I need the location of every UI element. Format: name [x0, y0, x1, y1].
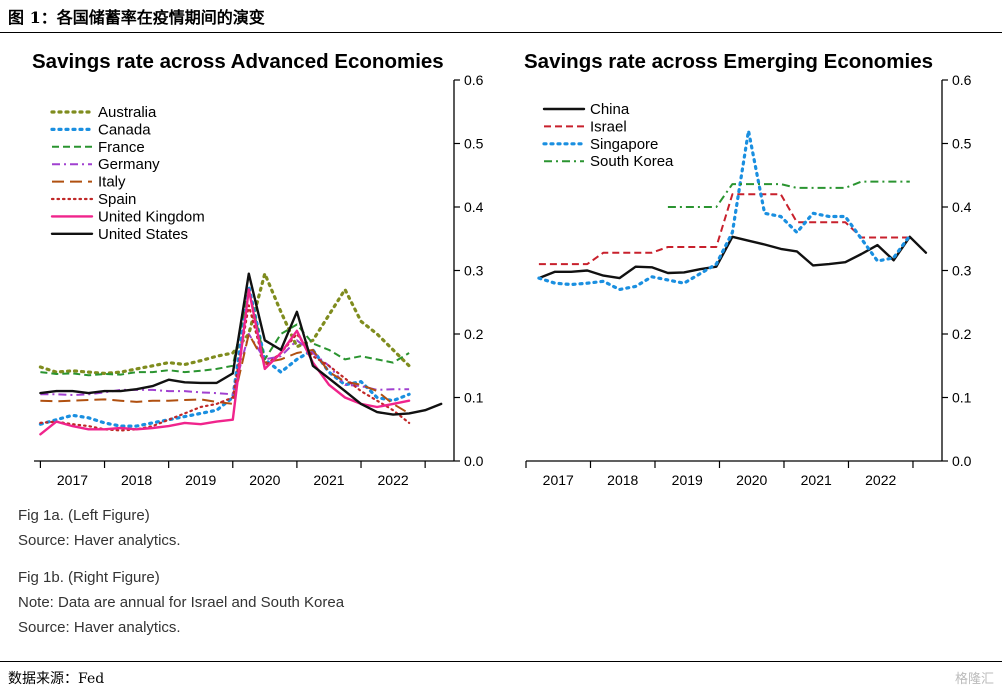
y-tick-label: 0.1 [464, 390, 484, 406]
figure-title: 图 1：各国储蓄率在疫情期间的演变 [8, 8, 265, 27]
x-tick-label: 2018 [607, 472, 638, 488]
series-line-china [537, 235, 928, 280]
note-right-note: Note: Data are annual for Israel and Sou… [18, 594, 345, 611]
series-line-south-korea [667, 180, 910, 208]
series-line-australia [38, 272, 411, 375]
chart-panel-1: Savings rate across Advanced Economies 0.… [32, 50, 484, 488]
series-line-united-states [39, 272, 443, 416]
y-tick-label: 0.5 [464, 136, 484, 152]
y-tick-label: 0.2 [952, 326, 972, 342]
series-line-spain [39, 304, 411, 432]
y-tick-label: 0.4 [464, 199, 484, 215]
note-left-source: Source: Haver analytics. [18, 532, 181, 549]
x-tick-label: 2018 [121, 472, 152, 488]
legend-label: Italy [98, 174, 126, 191]
chart-title: Savings rate across Emerging Economies [524, 50, 933, 73]
x-tick-label: 2021 [313, 472, 344, 488]
source-footer: 数据来源：Fed [8, 671, 105, 687]
series-line-israel [538, 193, 910, 266]
note-right-caption: Fig 1b. (Right Figure) [18, 569, 160, 586]
legend-label: United States [98, 226, 188, 243]
legend-label: China [590, 101, 630, 118]
chart-panel-2: Savings rate across Emerging Economies 0.… [524, 50, 972, 488]
legend-label: France [98, 139, 145, 156]
y-tick-label: 0.2 [464, 326, 484, 342]
legend-label: Singapore [590, 136, 658, 153]
y-tick-label: 0.1 [952, 390, 972, 406]
top-divider [0, 32, 1002, 33]
legend-label: Israel [590, 118, 627, 135]
y-tick-label: 0.3 [952, 263, 972, 279]
legend-label: South Korea [590, 153, 674, 170]
legend-label: Spain [98, 191, 136, 208]
x-tick-label: 2019 [672, 472, 703, 488]
x-tick-label: 2017 [543, 472, 574, 488]
legend-label: Germany [98, 156, 160, 173]
notes-block: Fig 1a. (Left Figure) Source: Haver anal… [18, 503, 344, 640]
y-tick-label: 0.4 [952, 199, 972, 215]
series-line-canada [38, 284, 411, 428]
y-tick-label: 0.0 [464, 453, 484, 469]
x-tick-label: 2021 [801, 472, 832, 488]
series-line-france [40, 288, 410, 377]
y-tick-label: 0.6 [464, 72, 484, 88]
y-tick-label: 0.5 [952, 136, 972, 152]
charts-container: Savings rate across Advanced Economies 0.… [32, 50, 972, 488]
series-line-germany [40, 333, 410, 396]
x-tick-label: 2017 [57, 472, 88, 488]
x-tick-label: 2020 [249, 472, 280, 488]
note-right-source: Source: Haver analytics. [18, 619, 181, 636]
watermark-logo: 格隆汇 [954, 672, 994, 687]
y-tick-label: 0.3 [464, 263, 484, 279]
x-tick-label: 2020 [736, 472, 767, 488]
note-left-caption: Fig 1a. (Left Figure) [18, 507, 150, 524]
series-line-united-kingdom [39, 288, 411, 436]
legend-label: United Kingdom [98, 208, 205, 225]
legend-label: Australia [98, 104, 157, 121]
y-tick-label: 0.6 [952, 72, 972, 88]
chart-title: Savings rate across Advanced Economies [32, 50, 444, 73]
x-tick-label: 2022 [865, 472, 896, 488]
series-line-italy [40, 333, 410, 415]
x-tick-label: 2019 [185, 472, 216, 488]
series-line-singapore [537, 129, 912, 292]
legend-label: Canada [98, 121, 151, 138]
bottom-divider [0, 661, 1002, 662]
x-tick-label: 2022 [378, 472, 409, 488]
chart-legend: AustraliaCanadaFranceGermanyItalySpainUn… [50, 104, 205, 243]
y-tick-label: 0.0 [952, 453, 972, 469]
